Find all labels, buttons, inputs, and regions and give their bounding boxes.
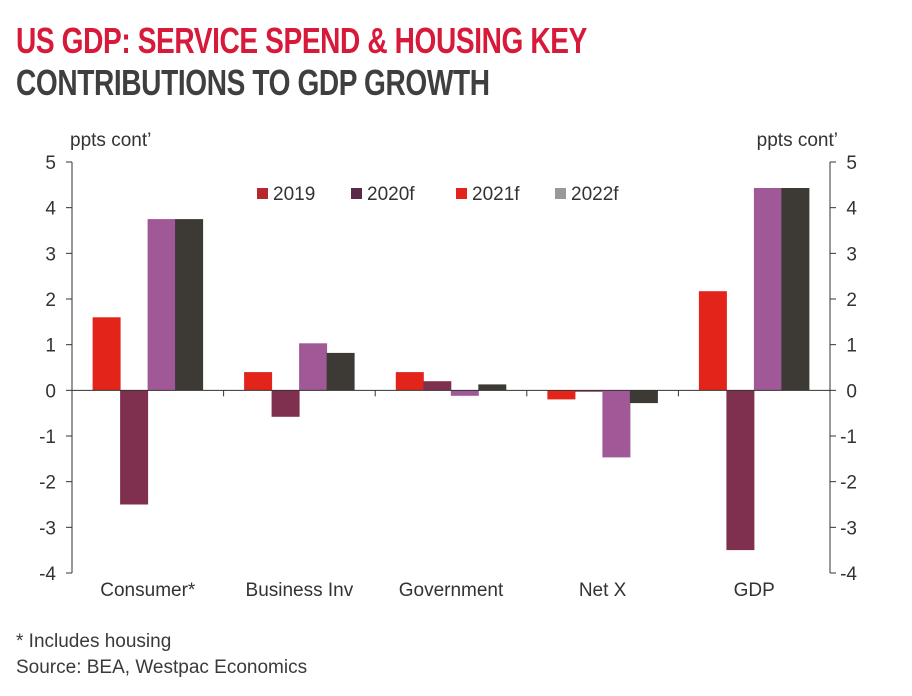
y-tick-label-left: 4 (45, 199, 56, 220)
bar-2020f-0 (120, 390, 149, 505)
bar-2022f-0 (175, 219, 204, 391)
source-note: Source: BEA, Westpac Economics (16, 657, 308, 678)
bar-2020f-1 (271, 390, 300, 417)
bar-2021f-3 (602, 390, 631, 458)
y-tick-label-left: 0 (45, 381, 56, 402)
category-label-2: Government (399, 580, 504, 601)
legend-label-2021f: 2021f (472, 184, 520, 205)
legend-swatch-2021f (456, 188, 467, 199)
bar-2019-1 (244, 372, 273, 391)
legend-swatch-2022f (555, 188, 566, 199)
legend-label-2019: 2019 (273, 184, 315, 205)
y-tick-label-right: 5 (846, 153, 857, 174)
legend-label-2022f: 2022f (571, 184, 619, 205)
y-tick-label-left: 2 (45, 290, 56, 311)
y-tick-label-right: 1 (846, 336, 857, 357)
y-tick-label-right: -2 (840, 473, 857, 494)
bar-group (92, 188, 810, 551)
legend-swatch-2019 (257, 188, 268, 199)
bar-2021f-0 (147, 219, 176, 391)
y-tick-label-left: 5 (45, 153, 56, 174)
legend-swatch-2020f (351, 188, 362, 199)
y-axis-label-right: ppts cont’ (757, 130, 838, 151)
category-label-4: GDP (734, 580, 775, 601)
y-tick-label-left: 1 (45, 336, 56, 357)
footnote: * Includes housing (16, 631, 172, 652)
y-axis-label-left: ppts cont’ (70, 130, 151, 151)
bar-2022f-2 (478, 384, 507, 391)
category-label-0: Consumer* (100, 580, 196, 601)
bar-2021f-1 (299, 343, 328, 391)
y-tick-label-right: -1 (840, 427, 857, 448)
bar-2021f-4 (753, 188, 782, 391)
y-tick-label-right: 0 (846, 381, 857, 402)
y-tick-label-right: -3 (840, 518, 857, 539)
axes (66, 161, 836, 574)
bar-2019-0 (92, 317, 121, 391)
y-tick-label-left: -4 (39, 564, 56, 585)
bar-2019-2 (395, 372, 424, 391)
bar-2022f-1 (326, 352, 355, 391)
y-tick-label-left: -3 (39, 518, 56, 539)
bar-2022f-4 (781, 188, 810, 391)
tick-labels: -4 -4 -3 -3 -2 -2 -1 -1 0 0 1 1 2 2 3 3 4 4 5 5 (39, 153, 857, 585)
y-tick-label-right: 3 (846, 244, 857, 265)
bar-2020f-2 (423, 381, 452, 391)
bar-2020f-4 (726, 390, 755, 551)
bar-2022f-3 (629, 390, 658, 404)
chart-subtitle: CONTRIBUTIONS TO GDP GROWTH (16, 62, 490, 103)
y-tick-label-left: -1 (39, 427, 56, 448)
y-tick-label-left: 3 (45, 244, 56, 265)
y-tick-label-left: -2 (39, 473, 56, 494)
category-label-3: Net X (579, 580, 627, 601)
chart-title: US GDP: SERVICE SPEND & HOUSING KEY (16, 20, 587, 61)
y-tick-label-right: -4 (840, 564, 857, 585)
category-labels: Consumer* Business Inv Government Net X GDP (100, 580, 775, 601)
bar-2021f-2 (450, 390, 479, 396)
y-tick-label-right: 4 (846, 199, 857, 220)
legend: 2019 2020f 2021f 2022f (257, 184, 619, 205)
bar-2020f-3 (574, 390, 603, 392)
bar-2019-4 (698, 291, 727, 391)
y-tick-label-right: 2 (846, 290, 857, 311)
legend-label-2020f: 2020f (367, 184, 415, 205)
bar-2019-3 (547, 390, 576, 400)
category-label-1: Business Inv (246, 580, 354, 601)
